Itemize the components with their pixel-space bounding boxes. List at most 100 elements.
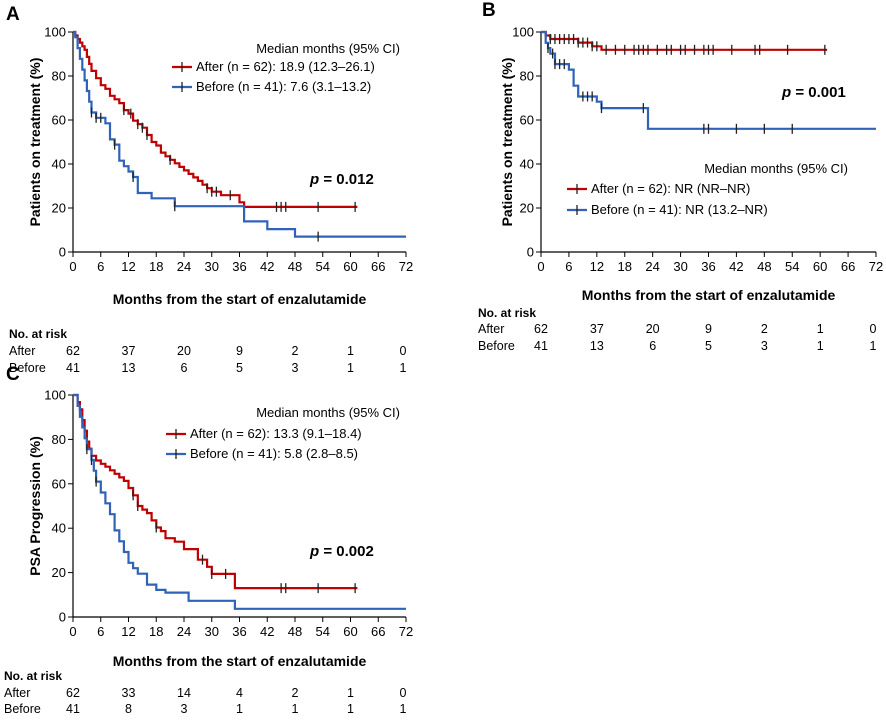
risk-row-label: After <box>4 686 30 700</box>
y-axis-label: Patients on treatment (%) <box>27 58 43 227</box>
x-tick-label: 0 <box>69 259 76 274</box>
risk-count: 41 <box>534 339 548 353</box>
x-tick-label: 54 <box>316 259 330 274</box>
x-tick-label: 54 <box>785 259 799 274</box>
risk-table-header: No. at risk <box>9 327 67 341</box>
x-tick-label: 30 <box>673 259 687 274</box>
x-tick-label: 66 <box>371 624 385 639</box>
risk-count: 41 <box>66 361 80 375</box>
y-tick-label: 40 <box>520 157 534 172</box>
y-tick-label: 60 <box>52 476 66 491</box>
y-tick-label: 20 <box>52 565 66 580</box>
risk-count: 1 <box>236 702 243 715</box>
risk-table-header: No. at risk <box>4 669 62 683</box>
y-tick-label: 100 <box>512 25 534 40</box>
series-before <box>73 393 406 610</box>
risk-count: 41 <box>66 702 80 715</box>
km-curve-after <box>73 30 358 208</box>
km-curve-before <box>73 30 406 238</box>
x-tick-label: 42 <box>260 624 274 639</box>
legend-entry-before: Before (n = 41): 7.6 (3.1–13.2) <box>172 79 371 94</box>
p-value-symbol: p <box>309 171 319 188</box>
y-tick-label: 0 <box>59 610 66 625</box>
x-axis-label: Months from the start of enzalutamide <box>113 291 367 307</box>
legend-entry-before: Before (n = 41): 5.8 (2.8–8.5) <box>166 446 358 461</box>
risk-count: 4 <box>236 686 243 700</box>
x-tick-label: 48 <box>288 259 302 274</box>
panel-label: C <box>6 364 20 385</box>
risk-count: 33 <box>122 686 136 700</box>
risk-count: 2 <box>761 322 768 336</box>
x-tick-label: 66 <box>841 259 855 274</box>
risk-count: 2 <box>292 686 299 700</box>
risk-count: 6 <box>649 339 656 353</box>
risk-count: 8 <box>125 702 132 715</box>
series-after <box>73 393 358 594</box>
risk-count: 3 <box>761 339 768 353</box>
risk-count: 1 <box>400 361 407 375</box>
y-tick-label: 20 <box>52 201 66 216</box>
series-after <box>73 30 358 212</box>
p-value-number: = 0.001 <box>791 84 846 101</box>
risk-count: 1 <box>817 339 824 353</box>
x-tick-label: 36 <box>232 624 246 639</box>
legend-label: Before (n = 41): NR (13.2–NR) <box>591 202 768 217</box>
p-value-symbol: p <box>781 84 791 101</box>
risk-row-label: After <box>478 322 504 336</box>
x-tick-label: 30 <box>205 259 219 274</box>
legend-title: Median months (95% CI) <box>256 41 400 56</box>
p-value-symbol: p <box>309 543 319 560</box>
legend-label: Before (n = 41): 5.8 (2.8–8.5) <box>190 446 358 461</box>
x-tick-label: 6 <box>97 259 104 274</box>
km-curve-before <box>73 393 406 610</box>
x-tick-label: 72 <box>399 259 413 274</box>
legend-entry-after: After (n = 62): 18.9 (12.3–26.1) <box>172 59 375 74</box>
x-tick-label: 12 <box>121 624 135 639</box>
x-tick-label: 18 <box>149 624 163 639</box>
y-tick-label: 20 <box>520 201 534 216</box>
x-tick-label: 60 <box>343 624 357 639</box>
risk-row-label: Before <box>4 702 41 715</box>
x-tick-label: 6 <box>97 624 104 639</box>
y-tick-label: 60 <box>520 113 534 128</box>
risk-count: 37 <box>122 344 136 358</box>
p-value: p = 0.002 <box>309 543 374 560</box>
y-tick-label: 0 <box>527 245 534 260</box>
x-tick-label: 48 <box>288 624 302 639</box>
x-tick-label: 24 <box>177 259 191 274</box>
risk-count: 9 <box>236 344 243 358</box>
risk-count: 5 <box>705 339 712 353</box>
risk-count: 62 <box>66 344 80 358</box>
x-tick-label: 0 <box>537 259 544 274</box>
risk-count: 5 <box>236 361 243 375</box>
x-tick-label: 54 <box>316 624 330 639</box>
legend-label: After (n = 62): 13.3 (9.1–18.4) <box>190 426 362 441</box>
risk-table-header: No. at risk <box>478 306 536 320</box>
risk-count: 0 <box>400 344 407 358</box>
risk-count: 20 <box>646 322 660 336</box>
y-tick-label: 80 <box>52 69 66 84</box>
risk-count: 20 <box>177 344 191 358</box>
x-tick-label: 42 <box>260 259 274 274</box>
y-tick-label: 40 <box>52 157 66 172</box>
x-tick-label: 36 <box>232 259 246 274</box>
x-tick-label: 30 <box>205 624 219 639</box>
legend-title: Median months (95% CI) <box>256 405 400 420</box>
legend-title: Median months (95% CI) <box>704 161 848 176</box>
risk-count: 3 <box>292 361 299 375</box>
p-value-number: = 0.012 <box>319 171 374 188</box>
risk-count: 1 <box>292 702 299 715</box>
x-tick-label: 66 <box>371 259 385 274</box>
risk-count: 0 <box>400 686 407 700</box>
risk-count: 14 <box>177 686 191 700</box>
risk-count: 13 <box>590 339 604 353</box>
risk-count: 9 <box>705 322 712 336</box>
x-tick-label: 24 <box>177 624 191 639</box>
panel-label: B <box>482 0 496 21</box>
legend-entry-after: After (n = 62): NR (NR–NR) <box>567 181 750 196</box>
risk-count: 1 <box>870 339 877 353</box>
x-tick-label: 60 <box>343 259 357 274</box>
